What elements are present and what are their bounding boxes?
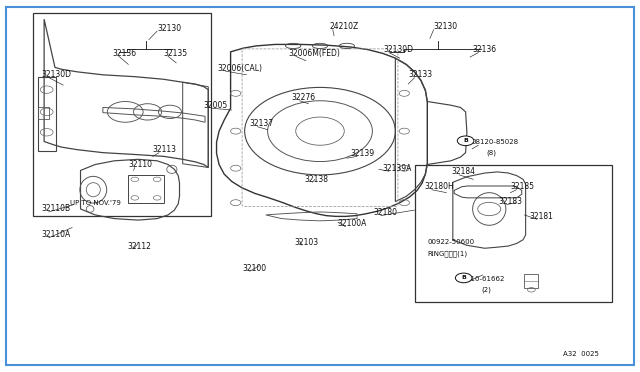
Text: 32185: 32185 [510, 182, 534, 191]
Text: 00922-50600: 00922-50600 [428, 239, 474, 245]
Text: 32184: 32184 [452, 167, 476, 176]
Text: B: B [463, 138, 468, 143]
Text: 32005: 32005 [204, 101, 228, 110]
Text: B: B [461, 275, 466, 280]
Text: 32130D: 32130D [41, 70, 71, 79]
Text: 32183: 32183 [499, 197, 523, 206]
Text: 08120-85028: 08120-85028 [472, 139, 519, 145]
Text: (2): (2) [481, 286, 491, 293]
Text: 32100: 32100 [242, 264, 266, 273]
Text: 32139A: 32139A [383, 164, 412, 173]
Text: 32006M(FED): 32006M(FED) [288, 49, 340, 58]
Text: 32112: 32112 [127, 241, 151, 250]
Text: 32135: 32135 [164, 49, 188, 58]
Text: 32110B: 32110B [41, 205, 70, 214]
Text: 32110: 32110 [129, 160, 152, 169]
Bar [415, 164, 612, 302]
Text: 32006(CAL): 32006(CAL) [218, 64, 263, 73]
Text: 32130: 32130 [157, 24, 181, 33]
Text: 32136: 32136 [113, 49, 136, 58]
Text: 32137: 32137 [250, 119, 274, 128]
Text: 32113: 32113 [153, 145, 177, 154]
Text: 32276: 32276 [291, 93, 316, 102]
Text: UP TO NOV.'79: UP TO NOV.'79 [70, 200, 120, 206]
Circle shape [458, 136, 474, 145]
Text: 32136: 32136 [472, 45, 496, 54]
Text: 32103: 32103 [294, 238, 319, 247]
Bar [524, 274, 538, 288]
Text: 32100A: 32100A [338, 219, 367, 228]
Text: 24210Z: 24210Z [330, 22, 359, 31]
Text: 32139: 32139 [351, 149, 375, 158]
Circle shape [456, 273, 472, 283]
Text: RINGリング(1): RINGリング(1) [428, 250, 467, 257]
Text: 32130D: 32130D [384, 45, 414, 54]
Text: 32180: 32180 [373, 208, 397, 217]
Text: 08110-61662: 08110-61662 [458, 276, 505, 282]
Bar [38, 77, 56, 151]
Text: 32133: 32133 [408, 70, 432, 79]
Bar [33, 13, 211, 217]
Text: 32181: 32181 [529, 212, 554, 221]
Text: 32130: 32130 [434, 22, 458, 31]
Text: 32180H: 32180H [424, 182, 454, 191]
Text: 32138: 32138 [304, 175, 328, 184]
Bar [38, 108, 49, 119]
Text: 32110A: 32110A [41, 230, 70, 240]
Bar [129, 175, 164, 203]
Text: A32  0025: A32 0025 [563, 350, 598, 356]
Text: (8): (8) [486, 150, 496, 156]
